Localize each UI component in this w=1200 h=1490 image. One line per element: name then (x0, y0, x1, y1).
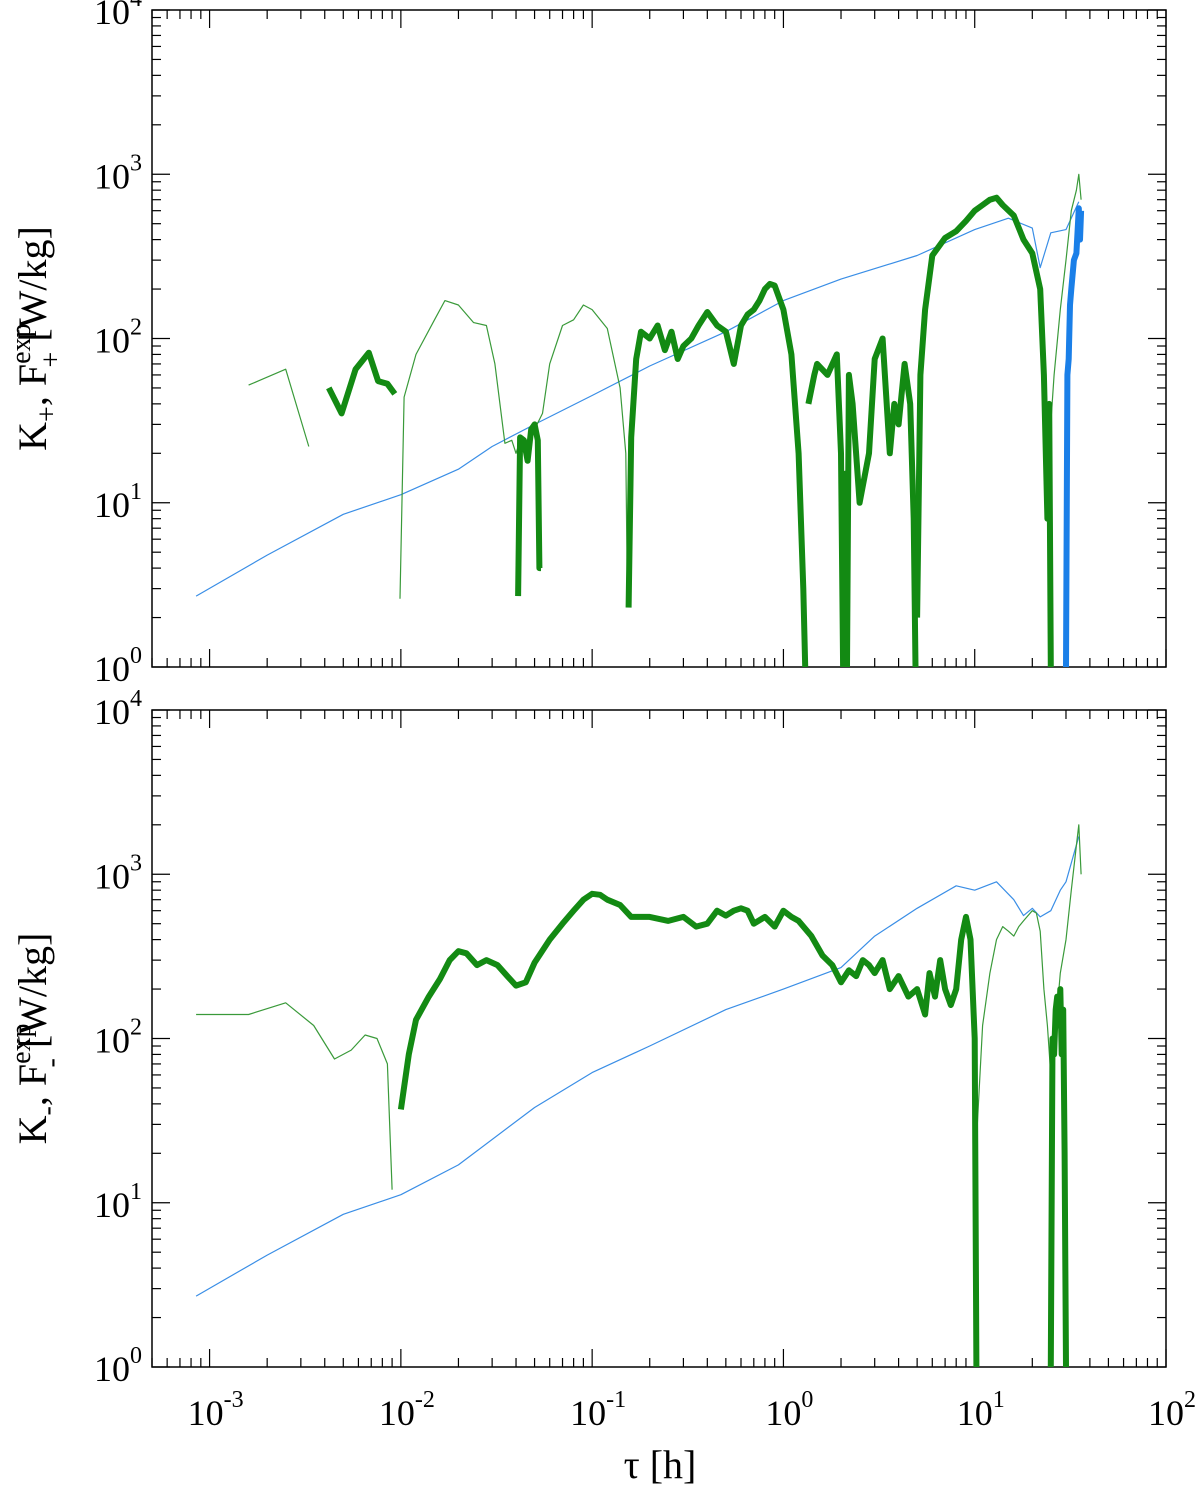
x-tick-label: 10-1 (570, 1387, 626, 1433)
y-tick-label: 101 (94, 1179, 142, 1225)
series-line-thick-green (397, 890, 980, 1367)
y-tick-label: 103 (94, 150, 142, 196)
x-tick-label: 101 (957, 1387, 1005, 1433)
y-tick-label: 101 (94, 479, 142, 525)
y-tick-label: 102 (94, 315, 142, 361)
series-line-thick-green (805, 335, 919, 667)
series-line-thick-green (1047, 986, 1069, 1367)
bottom-panel: 100 101 102 103 104 10-3 10-2 10-1 100 101 102 K-, … (6, 686, 1196, 1433)
y-axis-label: K-, Fexp- [W/kg] (6, 933, 67, 1145)
x-tick-label: 10-2 (379, 1387, 435, 1433)
series-line-thick-green (515, 421, 543, 597)
y-tick-label: 104 (94, 686, 142, 732)
x-tick-label: 100 (765, 1387, 813, 1433)
y-tick-label: 100 (94, 643, 142, 689)
series-line-thick-green (914, 194, 1054, 667)
y-tick-label: 103 (94, 850, 142, 896)
y-tick-label: 100 (94, 1343, 142, 1389)
series-line-thick-green (326, 349, 398, 417)
series-line-thin-green (974, 824, 1082, 1174)
x-axis-label: τ [h] (624, 1442, 697, 1487)
series-line-thin-green (1046, 173, 1082, 474)
series-line-thick-green (625, 280, 809, 667)
top-panel: 100 101 102 103 104 K+, Fexp+ [W/kg] (6, 0, 1167, 689)
x-tick-label: 102 (1148, 1387, 1196, 1433)
series-line-thick-blue (1063, 205, 1085, 667)
series-line-thin-green (196, 1002, 393, 1190)
y-axis-label: K+, Fexp+ [W/kg] (6, 226, 67, 451)
series-line-thin-green (399, 300, 629, 605)
series-line-thin-green (248, 368, 310, 447)
series-line-thin-blue (195, 201, 1080, 597)
plot-frame (151, 709, 1167, 1368)
x-tick-label: 10-3 (188, 1387, 244, 1433)
y-tick-label: 102 (94, 1015, 142, 1061)
series-line-thin-blue (195, 836, 1080, 1297)
y-tick-label: 104 (94, 0, 142, 32)
